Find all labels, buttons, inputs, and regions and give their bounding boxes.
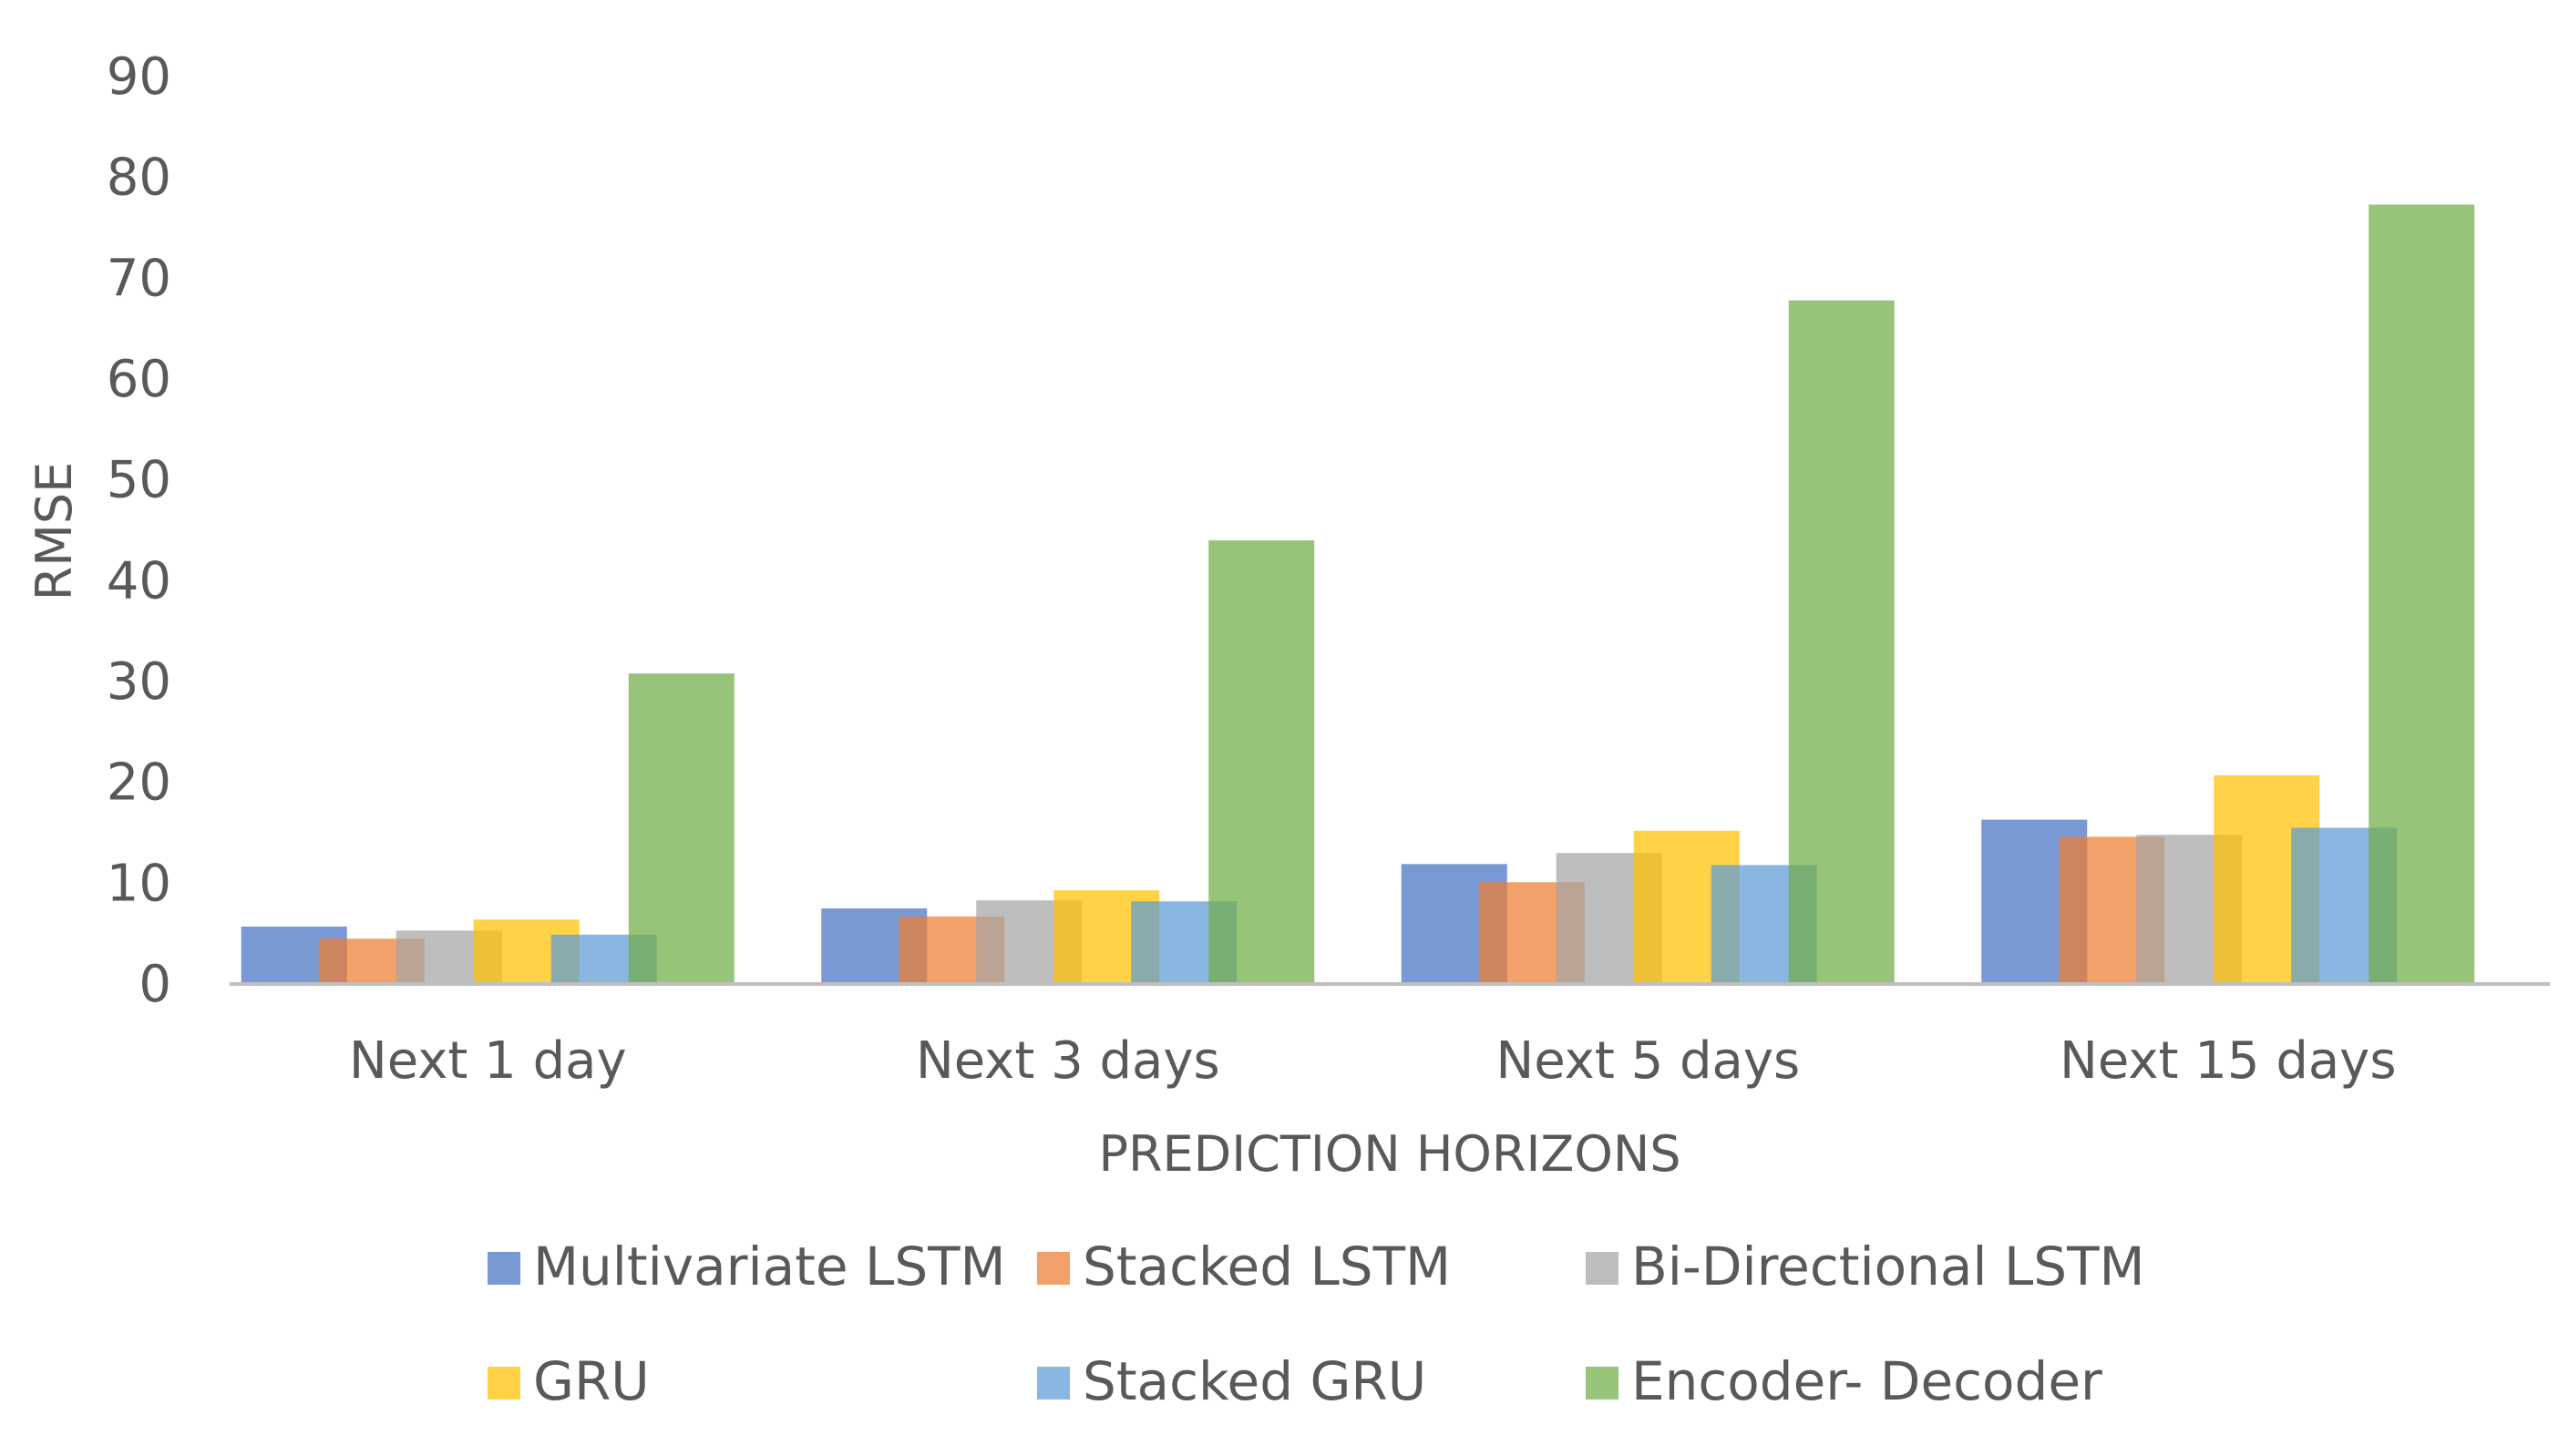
legend-swatch (488, 1252, 520, 1285)
y-tick-label: 50 (107, 451, 171, 510)
legend: Multivariate LSTM Stacked LSTM Bi-Directio… (488, 1236, 2145, 1412)
legend-swatch (1586, 1367, 1618, 1400)
legend-label: Encoder- Decoder (1631, 1350, 2102, 1412)
legend-label: GRU (533, 1350, 650, 1412)
legend-swatch (1037, 1367, 1070, 1400)
y-tick-label: 30 (107, 652, 171, 712)
y-tick-label: 70 (107, 249, 171, 308)
bars (241, 204, 2475, 985)
x-axis-title: PREDICTION HORIZONS (1098, 1125, 1680, 1183)
legend-label: Stacked LSTM (1083, 1236, 1451, 1297)
bar-encoder-decoder-1 (628, 673, 735, 984)
x-tick-label: Next 3 days (916, 1031, 1220, 1091)
y-tick-label: 80 (107, 149, 171, 208)
y-axis-title: RMSE (26, 462, 83, 601)
legend-swatch (1586, 1252, 1618, 1285)
legend-swatch (488, 1367, 520, 1400)
legend-label: Stacked GRU (1083, 1350, 1426, 1412)
legend-label: Bi-Directional LSTM (1631, 1236, 2145, 1297)
bar-encoder-decoder-4 (2369, 204, 2475, 985)
y-tick-label: 20 (107, 754, 171, 813)
y-tick-label: 40 (107, 551, 171, 610)
y-tick-label: 0 (139, 955, 171, 1014)
legend-swatch (1037, 1252, 1070, 1285)
x-tick-label: Next 15 days (2060, 1031, 2397, 1091)
x-tick-label: Next 1 day (349, 1031, 627, 1091)
legend-label: Multivariate LSTM (533, 1236, 1006, 1297)
x-tick-label: Next 5 days (1495, 1031, 1800, 1091)
bar-encoder-decoder-3 (1788, 300, 1895, 984)
y-tick-label: 10 (107, 854, 171, 913)
y-tick-label: 90 (107, 47, 171, 107)
bar-encoder-decoder-2 (1208, 540, 1315, 984)
y-tick-label: 60 (107, 350, 171, 409)
y-axis-ticks: 0 10 20 30 40 50 60 70 80 90 (107, 47, 171, 1014)
x-axis-tick-labels: Next 1 day Next 3 days Next 5 days Next 15 … (349, 1031, 2397, 1091)
